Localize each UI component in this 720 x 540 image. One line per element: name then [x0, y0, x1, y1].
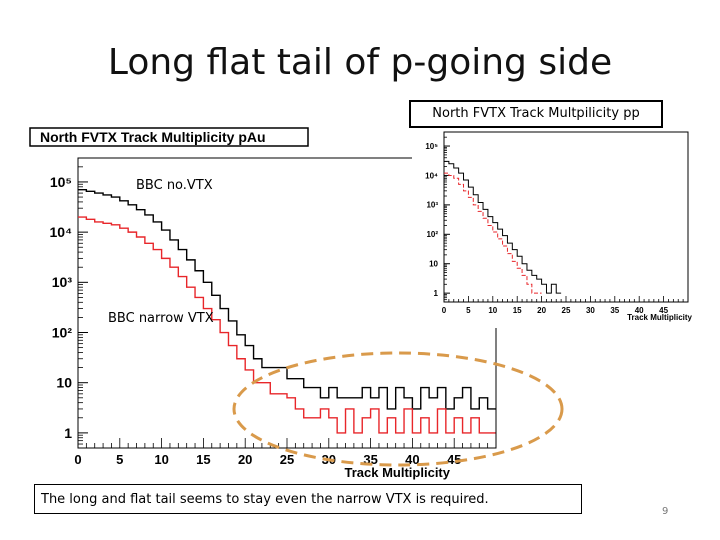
main-y-tick-label: 10²: [52, 324, 73, 340]
main-x-tick-label: 15: [196, 452, 210, 467]
inset-x-tick-label: 25: [562, 306, 571, 315]
inset-label: North FVTX Track Multpilicity pp: [409, 100, 663, 128]
inset-x-tick-label: 40: [635, 306, 644, 315]
main-x-tick-label: 30: [322, 452, 336, 467]
main-title: North FVTX Track Multiplicity pAu: [40, 129, 266, 145]
page-number: 9: [662, 506, 669, 517]
main-x-tick-label: 0: [74, 452, 81, 467]
inset-x-tick-label: 15: [513, 306, 522, 315]
inset-y-tick-label: 10: [429, 260, 438, 269]
main-x-tick-label: 25: [280, 452, 294, 467]
inset-y-tick-label: 10²: [426, 230, 438, 239]
inset-y-tick-label: 10³: [426, 201, 438, 210]
main-y-tick-label: 10: [56, 375, 72, 391]
main-title-box: [29, 127, 309, 147]
inset-x-axis-label: Track Multiplicity: [627, 313, 692, 322]
main-y-tick-label: 1: [64, 425, 72, 441]
inset-y-tick-label: 10⁴: [425, 171, 438, 180]
inset-x-tick-label: 5: [466, 306, 471, 315]
main-y-tick-label: 10³: [52, 274, 73, 290]
inset-x-tick-label: 0: [442, 306, 447, 315]
inset-frame: [443, 131, 689, 303]
main-x-axis-label: Track Multiplicity: [345, 465, 451, 480]
inset-x-tick-label: 30: [586, 306, 595, 315]
inset-x-tick-label: 10: [488, 306, 497, 315]
inset-y-tick-label: 1: [434, 289, 439, 298]
inset-series-red: [444, 172, 542, 294]
label-bbc-novtx: BBC no.VTX: [136, 178, 213, 193]
main-x-tick-label: 20: [238, 452, 252, 467]
caption-box: The long and flat tail seems to stay eve…: [34, 484, 582, 514]
inset-x-tick-label: 20: [537, 306, 546, 315]
inset-x-tick-label: 45: [659, 306, 668, 315]
main-y-tick-label: 10⁵: [50, 174, 72, 190]
inset-x-tick-label: 35: [610, 306, 619, 315]
main-x-tick-label: 5: [116, 452, 123, 467]
inset-y-tick-label: 10⁵: [425, 142, 438, 151]
inset-series-black: [444, 160, 562, 294]
main-y-tick-label: 10⁴: [50, 224, 73, 240]
label-bbc-narrow-vtx: BBC narrow VTX: [108, 311, 214, 326]
main-x-tick-label: 10: [154, 452, 168, 467]
slide-title: Long flat tail of p-going side: [107, 42, 613, 83]
